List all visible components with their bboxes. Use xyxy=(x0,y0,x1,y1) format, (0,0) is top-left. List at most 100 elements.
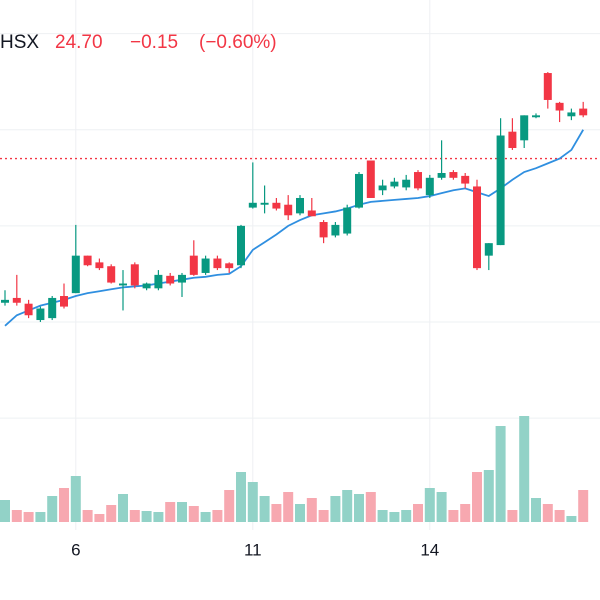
volume-bar xyxy=(542,504,553,522)
ma-line xyxy=(4,129,584,327)
volume-bar xyxy=(365,492,376,522)
candle-body xyxy=(543,73,552,100)
candle-body xyxy=(579,108,588,116)
candle-body xyxy=(307,210,316,217)
x-tick-label: 14 xyxy=(420,540,439,559)
candle-body xyxy=(83,255,92,266)
plot xyxy=(0,72,600,522)
volume-bar xyxy=(94,514,105,522)
volume-bar xyxy=(531,498,541,522)
candle-body xyxy=(71,255,80,294)
volume-bar xyxy=(519,416,530,522)
volume-bar xyxy=(318,510,329,522)
candle-body xyxy=(107,266,116,283)
candle-body xyxy=(213,258,222,269)
volume-bar xyxy=(554,510,565,522)
candle-body xyxy=(366,160,375,198)
candle-body xyxy=(119,283,127,286)
candle-body xyxy=(567,112,576,117)
volume-bar xyxy=(566,516,577,522)
candle-body xyxy=(532,115,540,118)
candle-body xyxy=(496,135,505,246)
volume-bar xyxy=(342,490,353,522)
volume-bar xyxy=(460,504,471,522)
candle-body xyxy=(272,202,281,209)
volume-bar xyxy=(59,488,69,522)
volume-bar xyxy=(448,510,459,522)
candle-body xyxy=(48,297,57,319)
candle-body xyxy=(508,131,517,149)
candle-body xyxy=(36,308,45,321)
volume-bar xyxy=(165,502,176,522)
candle-body xyxy=(1,299,9,303)
volume-bar xyxy=(295,504,305,522)
volume-bar xyxy=(0,500,10,522)
volume-bar xyxy=(495,426,506,522)
candle-body xyxy=(237,225,245,266)
volume-bar xyxy=(401,510,412,522)
volume-bar xyxy=(283,492,294,522)
candle-body xyxy=(166,275,175,284)
candle-body xyxy=(130,264,139,286)
volume-bar xyxy=(436,492,447,522)
candle-body xyxy=(60,296,68,307)
volume-bar xyxy=(247,482,258,522)
volume-bar xyxy=(212,510,223,522)
candle-body xyxy=(296,197,304,214)
candle-body xyxy=(154,274,163,289)
volume-bar xyxy=(23,512,34,522)
candle-body xyxy=(260,202,269,205)
candle-body xyxy=(95,262,104,269)
candle-body xyxy=(484,243,493,256)
x-tick-label: 11 xyxy=(244,540,262,559)
candle-body xyxy=(425,177,434,196)
volume-bar xyxy=(70,476,81,522)
candle-body xyxy=(473,186,481,269)
candle-body xyxy=(331,224,340,236)
volume-bar xyxy=(330,496,341,522)
volume-bar xyxy=(424,488,435,522)
volume-bar xyxy=(141,511,152,522)
last-price: 24.70 xyxy=(55,32,103,53)
volume-bar xyxy=(129,510,140,522)
volume-bar xyxy=(259,496,270,522)
candle-body xyxy=(555,102,564,111)
candle-body xyxy=(437,172,446,178)
candle-body xyxy=(24,303,33,316)
volume-bar xyxy=(177,502,187,522)
volume-bar xyxy=(236,472,246,522)
volume-bar xyxy=(224,490,235,522)
candle-body xyxy=(319,222,328,238)
volume-bar xyxy=(35,512,46,522)
change-pct: (−0.60%) xyxy=(199,32,277,53)
volume-bar xyxy=(200,512,211,522)
volume-bar xyxy=(271,504,282,522)
candle-body xyxy=(390,181,399,187)
candle-body xyxy=(284,204,293,216)
candle-body xyxy=(414,172,422,189)
candle-body xyxy=(449,172,458,178)
volume-bar xyxy=(118,494,128,522)
symbol: HSX xyxy=(0,32,39,53)
x-tick-label: 6 xyxy=(71,540,80,559)
candle-body xyxy=(520,115,529,141)
candle-body xyxy=(355,173,363,208)
volume-bar xyxy=(483,470,494,522)
volume-bar xyxy=(47,496,58,522)
volume-bar xyxy=(306,498,317,522)
volume-bar xyxy=(389,512,400,522)
volume-bar xyxy=(153,512,164,522)
candle-body xyxy=(343,207,352,234)
candle-body xyxy=(378,185,387,191)
volume-bar xyxy=(106,505,117,522)
candle-body xyxy=(461,175,470,184)
volume-bar xyxy=(377,510,388,522)
candle-body xyxy=(189,255,198,275)
volume-bar xyxy=(413,504,423,522)
candle-body xyxy=(225,263,234,269)
change: −0.15 xyxy=(130,32,178,53)
candle-body xyxy=(248,202,257,208)
candle-body xyxy=(201,258,210,273)
candle-body xyxy=(142,283,151,289)
